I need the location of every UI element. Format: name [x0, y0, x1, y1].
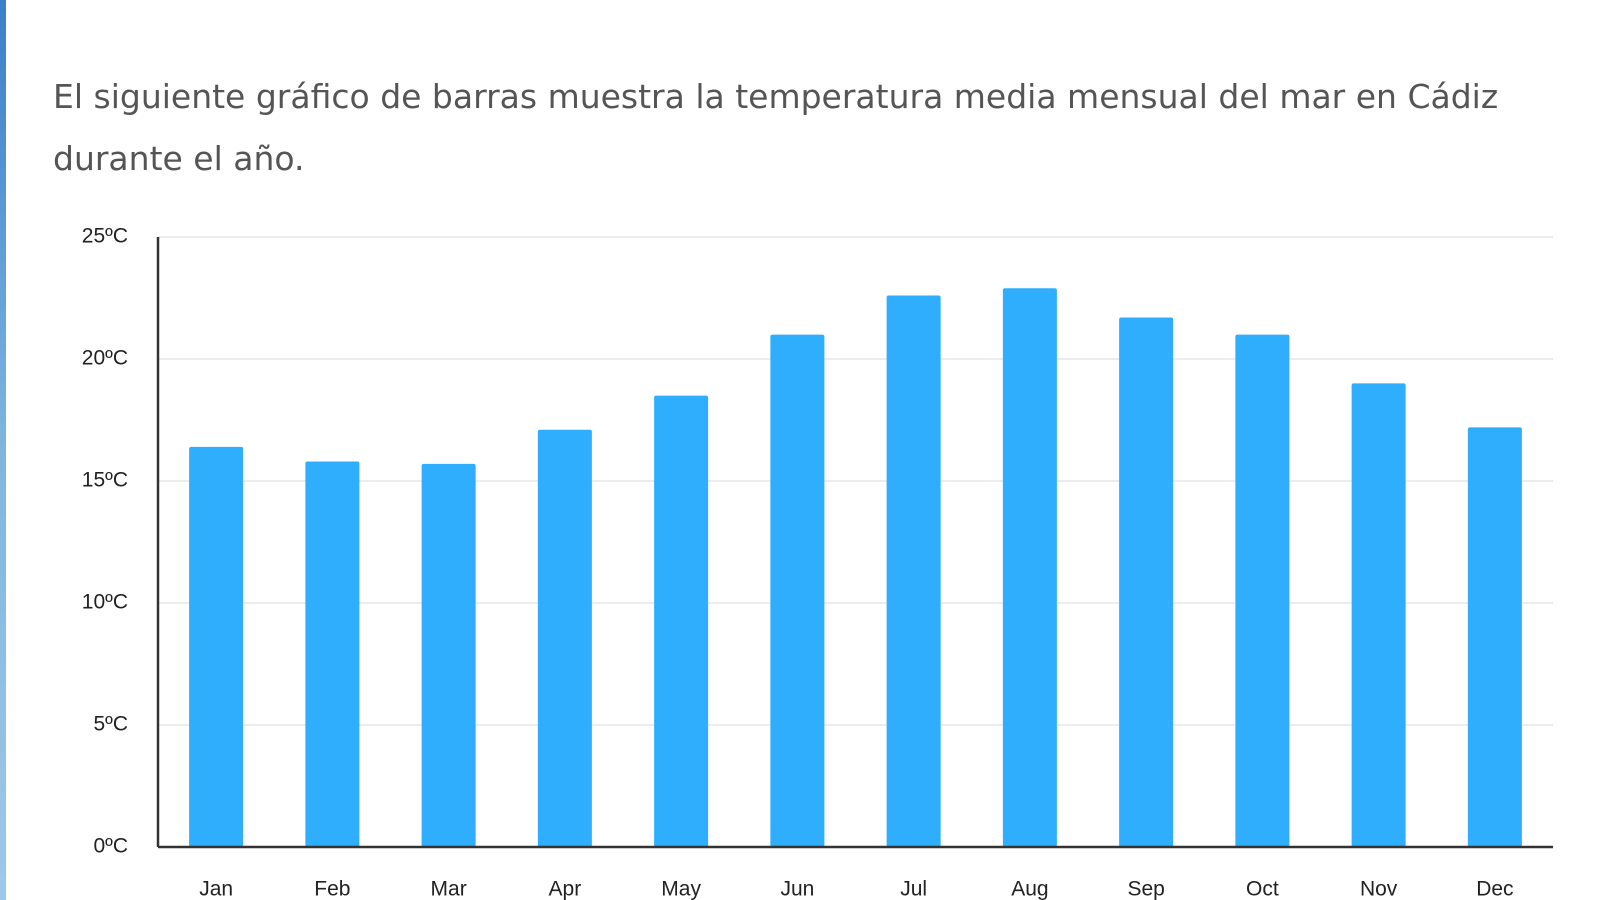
y-tick-label: 0ºC: [93, 835, 128, 858]
x-tick-label: Oct: [1246, 878, 1279, 900]
bar: [654, 395, 709, 847]
intro-text: El siguiente gráfico de barras muestra l…: [53, 77, 1499, 178]
bar: [1119, 317, 1174, 847]
y-tick-label: 20ºC: [82, 347, 128, 370]
bar: [1235, 334, 1290, 848]
x-tick-label: Jan: [199, 878, 233, 900]
side-image: [0, 0, 6, 900]
x-tick-label: Feb: [314, 878, 350, 900]
x-tick-label: Nov: [1360, 878, 1398, 900]
x-tick-label: Dec: [1476, 878, 1513, 900]
x-tick-label: Aug: [1011, 878, 1048, 900]
bar: [770, 334, 825, 848]
bar: [537, 429, 592, 847]
y-tick-label: 15ºC: [82, 469, 128, 492]
y-tick-label: 10ºC: [82, 591, 128, 614]
bar: [886, 295, 941, 847]
bar: [1467, 427, 1522, 847]
bar: [189, 446, 244, 847]
bar: [305, 461, 360, 847]
x-tick-label: Sep: [1127, 878, 1164, 900]
x-tick-label: Apr: [549, 878, 582, 900]
x-tick-label: May: [661, 878, 701, 900]
x-tick-label: Mar: [431, 878, 467, 900]
x-tick-label: Jul: [900, 878, 927, 900]
bar: [421, 463, 476, 847]
bar: [1002, 288, 1057, 847]
y-tick-label: 25ºC: [82, 225, 128, 248]
x-tick-label: Jun: [780, 878, 814, 900]
bar: [1351, 383, 1406, 847]
y-tick-label: 5ºC: [93, 713, 128, 736]
